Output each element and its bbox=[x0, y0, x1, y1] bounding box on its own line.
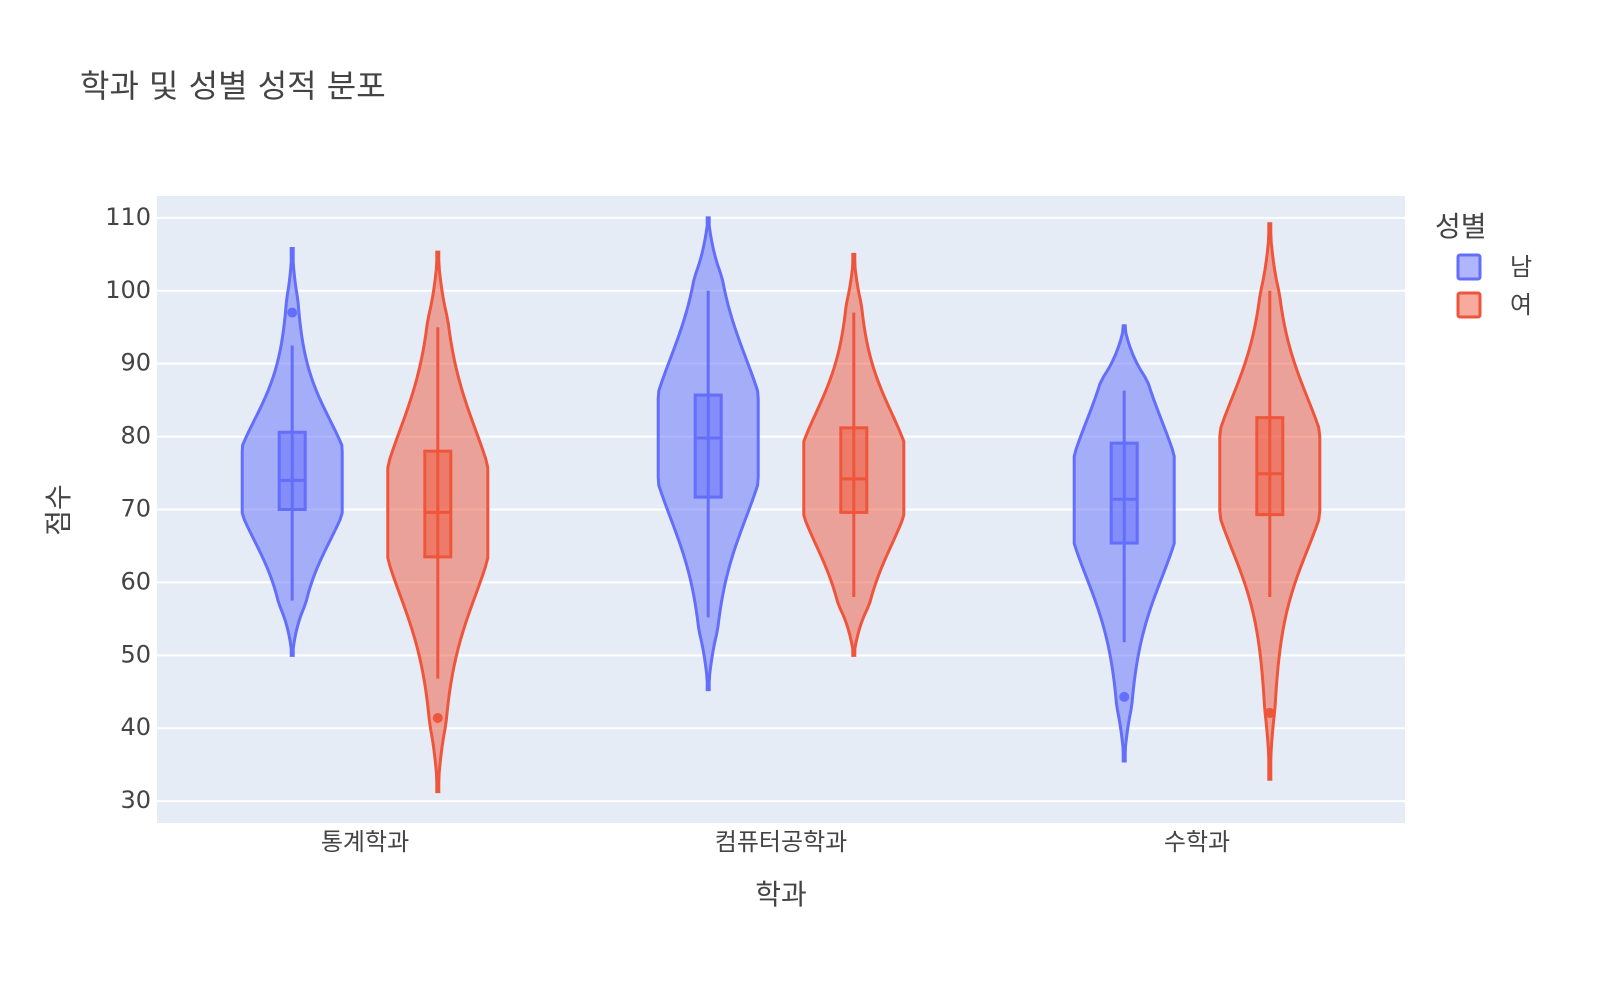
y-tick-label: 50 bbox=[120, 640, 151, 668]
x-tick-label: 통계학과 bbox=[321, 828, 409, 856]
legend-label: 남 bbox=[1510, 253, 1532, 281]
box bbox=[1109, 441, 1139, 545]
x-axis-title: 학과 bbox=[755, 878, 807, 911]
y-tick-label: 30 bbox=[120, 786, 151, 814]
box bbox=[423, 449, 453, 559]
legend-title: 성별 bbox=[1435, 210, 1487, 243]
y-tick-label: 60 bbox=[120, 567, 151, 595]
y-tick-label: 40 bbox=[120, 713, 151, 741]
y-tick-label: 100 bbox=[105, 276, 151, 304]
box bbox=[277, 430, 307, 511]
x-tick-label: 수학과 bbox=[1164, 828, 1230, 856]
x-tick-label: 컴퓨터공학과 bbox=[715, 828, 847, 856]
box bbox=[839, 426, 869, 514]
y-tick-label: 70 bbox=[120, 495, 151, 523]
chart-title: 학과 및 성별 성적 분포 bbox=[80, 67, 386, 105]
y-tick-label: 80 bbox=[120, 422, 151, 450]
y-tick-label: 110 bbox=[105, 203, 151, 231]
legend-label: 여 bbox=[1510, 291, 1532, 319]
outlier bbox=[1119, 691, 1130, 702]
y-tick-label: 90 bbox=[120, 349, 151, 377]
y-axis-title: 점수 bbox=[42, 484, 75, 536]
box bbox=[693, 393, 723, 499]
legend-swatch bbox=[1456, 291, 1482, 319]
box bbox=[1255, 416, 1285, 517]
outlier bbox=[432, 713, 443, 724]
outlier bbox=[1264, 707, 1275, 718]
legend-swatch bbox=[1456, 253, 1482, 281]
outlier bbox=[287, 307, 298, 318]
